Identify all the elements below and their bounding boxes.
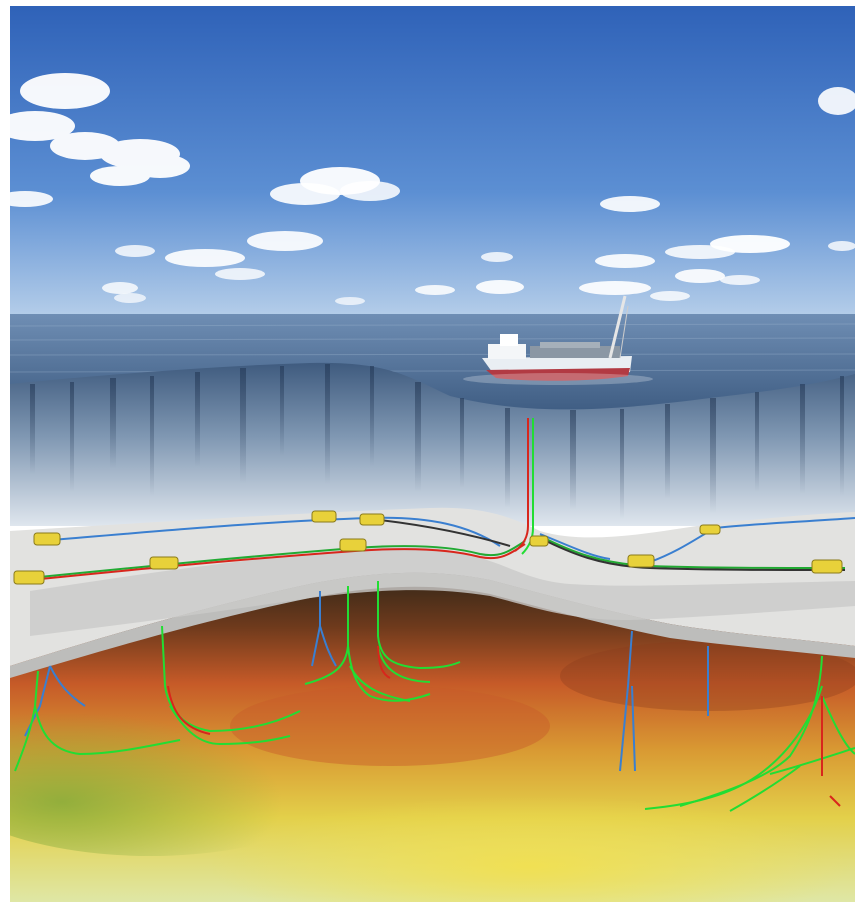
subsea-templates <box>13 510 843 585</box>
subsea-template <box>627 554 655 568</box>
wells-red <box>167 645 841 807</box>
subsea-template <box>339 538 367 552</box>
seabed-channel <box>30 545 855 636</box>
seabed-surface <box>10 507 855 666</box>
wave-texture <box>10 323 855 373</box>
subsea-template <box>529 535 549 547</box>
subsea-template <box>13 570 45 585</box>
fpso-vessel <box>463 295 653 385</box>
offshore-field-illustration <box>10 6 855 902</box>
wells-green <box>14 581 855 812</box>
seabed-edge <box>10 572 855 678</box>
subsea-template <box>311 510 337 523</box>
subsea-template <box>699 524 721 535</box>
water-column <box>10 362 855 526</box>
clouds <box>10 73 855 305</box>
subsea-template <box>811 559 843 574</box>
subsea-template <box>149 556 179 570</box>
green-zone <box>10 676 370 856</box>
subsea-template <box>33 532 61 546</box>
water-column-streaks <box>30 364 844 519</box>
yellow-zone <box>210 796 850 902</box>
subsea-template <box>359 513 385 526</box>
